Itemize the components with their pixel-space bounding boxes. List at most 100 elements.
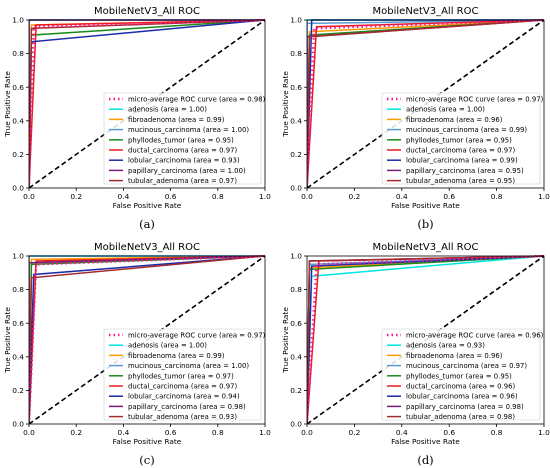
x-tick-label: 0.0 <box>301 428 313 437</box>
legend-entry: ductal_carcinoma (area = 0.96) <box>406 383 515 391</box>
panel-title: MobileNetV3_All ROC <box>373 6 479 17</box>
x-tick-label: 0.8 <box>212 192 224 201</box>
x-tick-label: 0.8 <box>212 428 224 437</box>
y-axis-label: True Positive Rate <box>281 307 290 374</box>
legend-box <box>381 328 541 421</box>
legend-box <box>103 328 262 421</box>
legend-entry: ductal_carcinoma (area = 0.97) <box>128 383 237 391</box>
x-tick-label: 1.0 <box>259 428 271 437</box>
panel-title: MobileNetV3_All ROC <box>94 6 200 17</box>
y-tick-label: 1.0 <box>12 16 24 25</box>
legend-entry: papillary_carcinoma (area = 0.98) <box>406 403 524 411</box>
legend-entry: phyllodes_tumor (area = 0.97) <box>128 372 234 380</box>
legend-entry: adenosis (area = 0.93) <box>406 342 485 350</box>
panel-title: MobileNetV3_All ROC <box>373 242 479 253</box>
y-tick-label: 0.0 <box>12 420 24 429</box>
x-tick-label: 0.4 <box>118 428 130 437</box>
legend-entry: adenosis (area = 1.00) <box>128 106 207 114</box>
y-axis-label: True Positive Rate <box>3 71 12 138</box>
x-tick-label: 0.8 <box>491 192 503 201</box>
y-axis-label: True Positive Rate <box>281 71 290 138</box>
y-tick-label: 0.2 <box>12 386 24 395</box>
y-axis-label: True Positive Rate <box>3 307 12 374</box>
plot-frame <box>306 19 545 189</box>
plot-frame <box>28 19 266 189</box>
roc-curve-7 <box>307 255 544 424</box>
legend-entry: micro-average ROC curve (area = 0.97) <box>406 96 544 104</box>
y-tick-label: 0.8 <box>12 49 24 58</box>
x-tick-label: 0.2 <box>349 428 361 437</box>
roc-curve-6 <box>307 19 544 188</box>
x-axis-label: False Positive Rate <box>113 201 182 210</box>
y-tick-label: 0.6 <box>12 319 24 328</box>
y-tick-label: 0.2 <box>290 386 302 395</box>
y-tick-label: 0.6 <box>12 83 24 92</box>
roc-curve-8 <box>29 255 265 424</box>
x-tick-label: 0.8 <box>491 428 503 437</box>
roc-curve-9 <box>29 255 265 424</box>
x-tick-label: 0.6 <box>443 192 455 201</box>
y-tick-label: 0.2 <box>290 150 302 159</box>
legend-entry: tubular_adenoma (area = 0.93) <box>128 413 237 421</box>
legend-entry: papillary_carcinoma (area = 1.00) <box>128 167 246 175</box>
legend-entry: tubular_adenoma (area = 0.97) <box>128 177 237 185</box>
roc-curve-1 <box>29 18 265 188</box>
legend-entry: fibroadenoma (area = 0.99) <box>128 352 225 360</box>
x-tick-label: 0.0 <box>301 192 313 201</box>
legend-entry: phyllodes_tumor (area = 0.95) <box>406 372 512 380</box>
legend-entry: fibroadenoma (area = 0.99) <box>128 116 225 124</box>
y-tick-label: 0.4 <box>290 352 302 361</box>
legend-entry: lobular_carcinoma (area = 0.94) <box>128 393 240 401</box>
y-tick-label: 0.4 <box>12 352 24 361</box>
x-tick-label: 0.0 <box>23 192 35 201</box>
legend-entry: mucinous_carcinoma (area = 0.99) <box>406 126 527 134</box>
plot-frame <box>28 255 266 425</box>
panel-caption: (d) <box>417 453 433 467</box>
plot-area <box>307 18 544 188</box>
panel-title: MobileNetV3_All ROC <box>94 242 200 253</box>
legend-entry: adenosis (area = 1.00) <box>406 106 485 114</box>
x-axis-label: False Positive Rate <box>113 437 182 446</box>
y-tick-label: 0.6 <box>290 83 302 92</box>
plot-frame <box>306 255 545 425</box>
legend-entry: micro-average ROC curve (area = 0.96) <box>406 332 544 340</box>
x-tick-label: 0.2 <box>70 192 82 201</box>
legend-entry: papillary_carcinoma (area = 0.95) <box>406 167 524 175</box>
legend-entry: lobular_carcinoma (area = 0.93) <box>128 157 240 165</box>
legend-entry: mucinous_carcinoma (area = 1.00) <box>128 126 249 134</box>
y-tick-label: 0.6 <box>290 319 302 328</box>
y-tick-label: 0.8 <box>12 285 24 294</box>
roc-panel-3: MobileNetV3_All ROC 0.0 0.2 0.4 0.6 0.8 1.0 0.0… <box>3 242 271 467</box>
x-tick-label: 0.2 <box>70 428 82 437</box>
roc-curve-1 <box>307 254 544 424</box>
roc-curve-9 <box>307 255 544 424</box>
roc-curve-9 <box>29 19 265 188</box>
legend-entry: adenosis (area = 1.00) <box>128 342 207 350</box>
y-tick-label: 0.0 <box>290 184 302 193</box>
x-tick-label: 0.6 <box>443 428 455 437</box>
legend-entry: lobular_carcinoma (area = 0.96) <box>406 393 518 401</box>
legend-entry: phyllodes_tumor (area = 0.95) <box>406 136 512 144</box>
y-tick-label: 0.8 <box>290 285 302 294</box>
x-tick-label: 1.0 <box>538 192 550 201</box>
panel-caption: (c) <box>139 453 154 467</box>
panel-caption: (b) <box>417 217 433 231</box>
x-tick-label: 1.0 <box>259 192 271 201</box>
x-tick-label: 0.4 <box>396 192 408 201</box>
x-tick-label: 0.2 <box>349 192 361 201</box>
legend-entry: tubular_adenoma (area = 0.98) <box>406 413 515 421</box>
legend-entry: micro-average ROC curve (area = 0.97) <box>128 332 266 340</box>
y-tick-label: 0.4 <box>12 116 24 125</box>
legend-entry: lobular_carcinoma (area = 0.99) <box>406 157 518 165</box>
legend-box <box>103 92 262 185</box>
y-tick-label: 0.4 <box>290 116 302 125</box>
roc-curve-4 <box>307 19 544 188</box>
y-tick-label: 1.0 <box>290 252 302 261</box>
legend-entry: mucinous_carcinoma (area = 0.97) <box>406 362 527 370</box>
x-tick-label: 0.0 <box>23 428 35 437</box>
legend-entry: ductal_carcinoma (area = 0.97) <box>128 147 237 155</box>
legend-entry: tubular_adenoma (area = 0.95) <box>406 177 515 185</box>
legend-entry: mucinous_carcinoma (area = 1.00) <box>128 362 249 370</box>
legend-entry: fibroadenoma (area = 0.96) <box>406 116 503 124</box>
